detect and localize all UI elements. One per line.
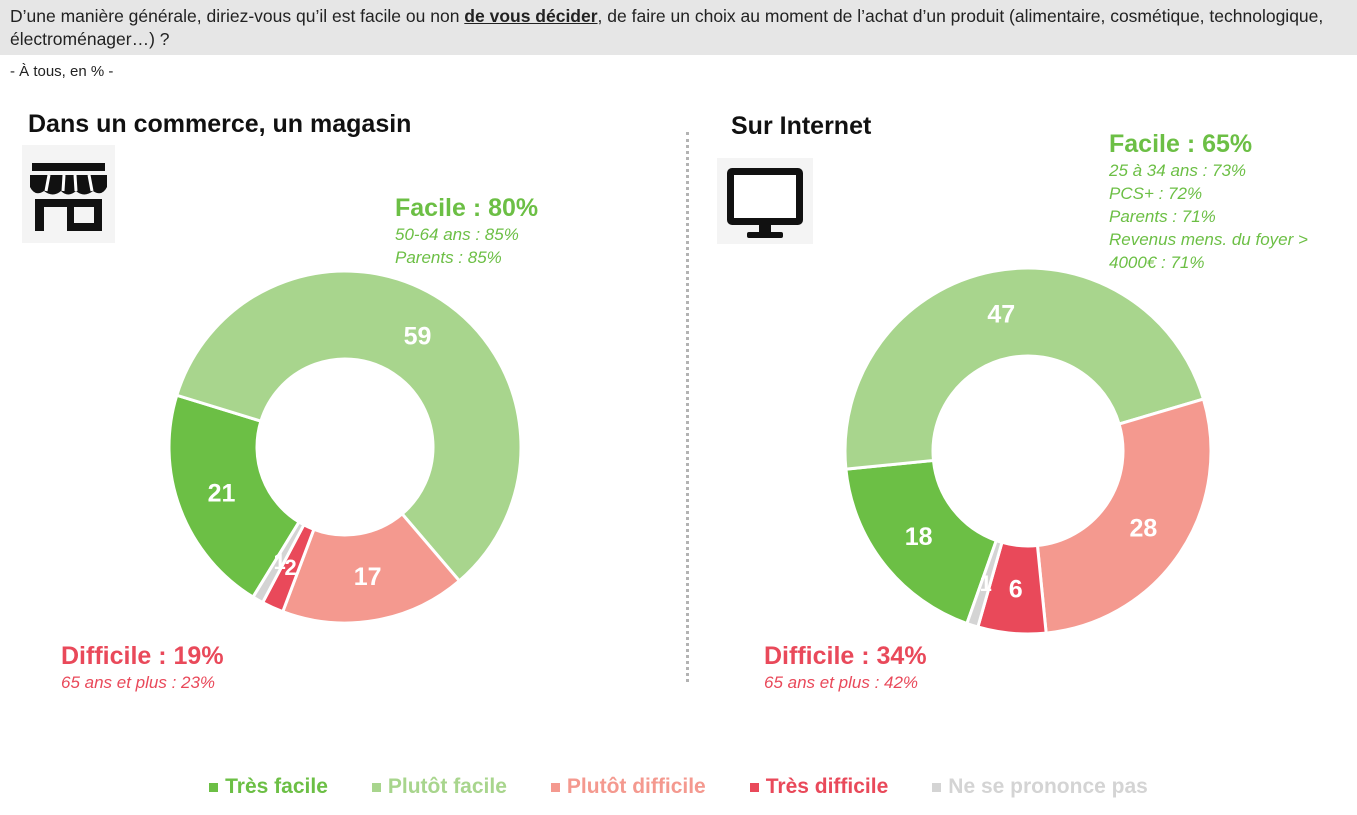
legend-swatch [550, 782, 560, 792]
legend-label: Plutôt difficile [566, 775, 706, 798]
facile-detail: 4000€ : 71% [1109, 253, 1205, 272]
panel-divider [686, 132, 689, 682]
chart-legend: Très facile Plutôt facile Plutôt diffici… [0, 775, 1357, 799]
legend-swatch [749, 782, 759, 792]
data-label: 21 [208, 480, 236, 508]
data-label: 17 [354, 563, 382, 591]
legend-label: Très facile [225, 775, 328, 798]
legend-swatch [932, 782, 942, 792]
slice-plutot-difficile [280, 511, 462, 625]
facile-callout-internet: Facile : 65% 25 à 34 ans : 73% PCS+ : 72… [1109, 129, 1308, 274]
data-label: 18 [905, 523, 933, 551]
donut-chart-store: 21 59 17 21 [167, 269, 523, 625]
store-icon [22, 145, 115, 243]
difficile-head: Difficile : 34% [764, 642, 927, 670]
difficile-detail: 65 ans et plus : 23% [61, 673, 216, 692]
difficile-detail: 65 ans et plus : 42% [764, 673, 919, 692]
donut-chart-internet: 18 47 28 61 [843, 266, 1213, 636]
legend-item-tres-difficile: Très difficile [749, 775, 889, 799]
question-text-after: , de faire un choix au moment de l’achat… [10, 6, 1324, 49]
facile-detail: Parents : 71% [1109, 207, 1216, 226]
facile-detail: PCS+ : 72% [1109, 184, 1203, 203]
data-label: 1 [980, 571, 992, 596]
slice-tres-facile [844, 458, 999, 626]
legend-label: Ne se prononce pas [948, 775, 1148, 798]
legend-label: Plutôt facile [387, 775, 507, 798]
data-label: 2 [285, 555, 297, 580]
data-label: 1 [273, 549, 285, 574]
facile-callout-store: Facile : 80% 50-64 ans : 85% Parents : 8… [395, 193, 538, 269]
slice-nsp [964, 538, 1004, 629]
facile-detail: 50-64 ans : 85% [395, 225, 519, 244]
legend-label: Très difficile [765, 775, 889, 798]
data-label: 59 [404, 323, 432, 351]
legend-item-nsp: Ne se prononce pas [932, 775, 1148, 799]
data-label: 28 [1129, 515, 1157, 543]
question-banner: D’une manière générale, diriez-vous qu’i… [0, 0, 1357, 55]
slice-plutot-difficile [1035, 397, 1213, 635]
legend-swatch [371, 782, 381, 792]
facile-head: Facile : 65% [1109, 130, 1253, 158]
facile-head: Facile : 80% [395, 194, 539, 222]
panel-title-store: Dans un commerce, un magasin [28, 110, 412, 138]
base-note: - À tous, en % - [10, 63, 114, 80]
legend-item-tres-facile: Très facile [209, 775, 328, 799]
legend-swatch [209, 782, 219, 792]
legend-item-plutot-facile: Plutôt facile [371, 775, 507, 799]
data-label: 47 [987, 301, 1015, 329]
slice-nsp [250, 519, 306, 605]
slice-plutot-facile [174, 269, 523, 583]
legend-item-plutot-difficile: Plutôt difficile [550, 775, 706, 799]
difficile-callout-internet: Difficile : 34% 65 ans et plus : 42% [764, 641, 927, 694]
facile-detail: Revenus mens. du foyer > [1109, 230, 1308, 249]
panel-title-internet: Sur Internet [731, 112, 872, 140]
question-highlight: de vous décider [464, 6, 598, 26]
slice-plutot-facile [843, 266, 1206, 471]
facile-detail: 25 à 34 ans : 73% [1109, 161, 1247, 180]
facile-detail: Parents : 85% [395, 248, 502, 267]
data-label: 6 [1009, 575, 1023, 603]
slice-tres-facile [167, 393, 302, 600]
monitor-icon [717, 158, 813, 244]
difficile-head: Difficile : 19% [61, 642, 224, 670]
difficile-callout-store: Difficile : 19% 65 ans et plus : 23% [61, 641, 224, 694]
question-text-before: D’une manière générale, diriez-vous qu’i… [10, 6, 465, 26]
